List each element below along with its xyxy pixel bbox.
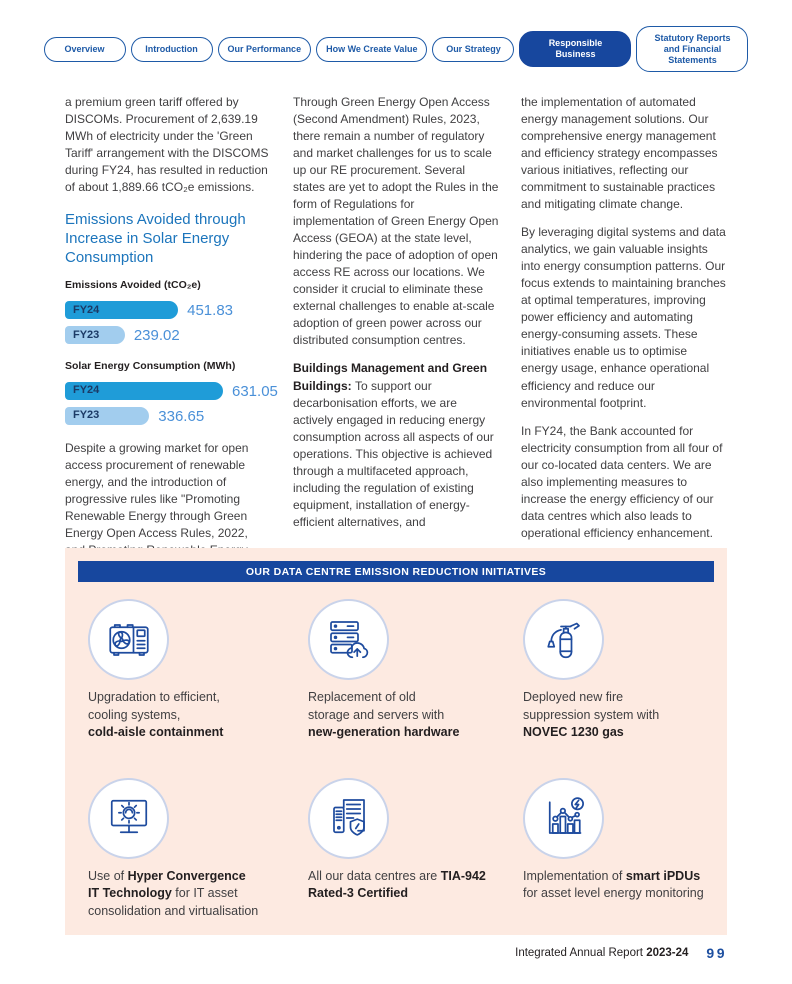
chart-title: Emissions Avoided (tCO₂e) bbox=[65, 279, 201, 292]
report-title-label: Integrated Annual Report bbox=[515, 947, 643, 959]
bold-text: Rated-3 Certified bbox=[308, 886, 409, 900]
initiative-caption: Implementation of smart iPDUs for asset l… bbox=[523, 868, 719, 903]
text: Upgradation to efficient, bbox=[88, 690, 220, 704]
initiative-card: Upgradation to efficient, cooling systems… bbox=[88, 599, 308, 742]
paragraph: the implementation of automated energy m… bbox=[521, 95, 718, 212]
paragraph: Through Green Energy Open Access (Second… bbox=[293, 95, 499, 348]
tab-overview[interactable]: Overview bbox=[43, 36, 126, 62]
monitor-gear-icon bbox=[88, 777, 169, 859]
tab-responsible-business[interactable]: Responsible Business bbox=[519, 31, 632, 67]
text: To support our decarbonisation efforts, … bbox=[293, 378, 494, 529]
solar-energy-consumption-chart: Solar Energy Consumption (MWh) FY24 631.0… bbox=[65, 359, 278, 426]
initiative-caption: Replacement of old storage and servers wi… bbox=[308, 689, 504, 742]
paragraph: By leveraging digital systems and data a… bbox=[521, 225, 726, 410]
initiative-caption: All our data centres are TIA-942 Rated-3 … bbox=[308, 868, 504, 903]
initiative-card: Replacement of old storage and servers wi… bbox=[308, 599, 523, 742]
bold-text: new-generation hardware bbox=[308, 725, 460, 739]
paragraph: Despite a growing market for open access… bbox=[65, 441, 249, 557]
bar-value-label: 239.02 bbox=[133, 326, 180, 344]
page-number: 99 bbox=[706, 945, 727, 961]
bar-value-label: 631.05 bbox=[232, 382, 278, 400]
bar-fy23: FY23 bbox=[65, 407, 150, 426]
text: for asset level energy monitoring bbox=[523, 886, 704, 900]
paragraph: In FY24, the Bank accounted for electric… bbox=[521, 423, 723, 540]
bar-category-label: FY23 bbox=[73, 328, 100, 341]
bar-value-label: 451.83 bbox=[187, 301, 234, 319]
text: for IT asset bbox=[171, 886, 238, 900]
text: suppression system with bbox=[523, 707, 660, 722]
server-cloud-icon bbox=[308, 599, 389, 680]
fire-extinguisher-icon bbox=[523, 599, 604, 680]
bar-fy24: FY24 bbox=[65, 382, 223, 401]
report-title-year: 2023-24 bbox=[646, 947, 689, 959]
text: Use of bbox=[88, 868, 128, 883]
tab-our-strategy[interactable]: Our Strategy bbox=[432, 36, 515, 62]
bar-row-fy23: FY23 239.02 bbox=[65, 326, 271, 345]
initiative-caption: Deployed new fire suppression system with… bbox=[523, 689, 719, 742]
tab-our-performance[interactable]: Our Performance bbox=[217, 36, 312, 62]
bold-text: smart iPDUs bbox=[625, 868, 701, 883]
paragraph: a premium green tariff offered by DISCOM… bbox=[65, 95, 269, 195]
section-heading: Emissions Avoided through Increase in So… bbox=[65, 211, 246, 266]
tab-introduction[interactable]: Introduction bbox=[130, 36, 213, 62]
text: consolidation and virtualisation bbox=[88, 903, 259, 918]
bold-text: TIA-942 bbox=[440, 868, 486, 883]
initiatives-grid: Upgradation to efficient, cooling systems… bbox=[65, 582, 727, 920]
text: Deployed new fire bbox=[523, 690, 624, 704]
paragraph: Buildings Management and Green Buildings… bbox=[293, 360, 499, 530]
emissions-avoided-chart: Emissions Avoided (tCO₂e) FY24 451.83 FY23… bbox=[65, 278, 271, 345]
bar-row-fy24: FY24 451.83 bbox=[65, 301, 271, 320]
bar-row-fy24: FY24 631.05 bbox=[65, 382, 278, 401]
certified-docs-icon bbox=[308, 777, 389, 859]
bar-row-fy23: FY23 336.65 bbox=[65, 407, 271, 426]
initiative-card: Deployed new fire suppression system with… bbox=[523, 599, 727, 742]
data-centre-initiatives-section: OUR DATA CENTRE EMISSION REDUCTION INITI… bbox=[65, 548, 727, 935]
page-footer: Integrated Annual Report 2023-24 99 bbox=[515, 945, 727, 961]
initiatives-banner: OUR DATA CENTRE EMISSION REDUCTION INITI… bbox=[78, 561, 714, 582]
energy-chart-icon bbox=[523, 777, 604, 859]
column-3: the implementation of automated energy m… bbox=[521, 94, 727, 570]
report-title: Integrated Annual Report 2023-24 bbox=[515, 947, 688, 959]
top-nav: Overview Introduction Our Performance How W… bbox=[0, 26, 792, 73]
initiative-card: All our data centres are TIA-942 Rated-3 … bbox=[308, 777, 523, 921]
bold-text: IT Technology bbox=[88, 886, 172, 900]
initiative-card: Use of Hyper Convergence IT Technology fo… bbox=[88, 777, 308, 921]
bar-fy23: FY23 bbox=[65, 326, 125, 345]
bar-fy24: FY24 bbox=[65, 301, 179, 320]
bold-text: cold-aisle containment bbox=[88, 725, 224, 739]
initiative-caption: Upgradation to efficient, cooling systems… bbox=[88, 689, 284, 742]
text: Replacement of old bbox=[308, 690, 416, 704]
text: storage and servers with bbox=[308, 707, 445, 722]
bold-text: Buildings Management and Green Buildings… bbox=[293, 361, 488, 393]
bold-text: Hyper Convergence bbox=[127, 868, 246, 883]
cooling-unit-icon bbox=[88, 599, 169, 680]
initiative-caption: Use of Hyper Convergence IT Technology fo… bbox=[88, 868, 284, 921]
bar-category-label: FY24 bbox=[73, 303, 100, 316]
text: All our data centres are bbox=[308, 868, 441, 883]
text: cooling systems, bbox=[88, 707, 181, 722]
bar-value-label: 336.65 bbox=[158, 407, 205, 425]
bar-category-label: FY23 bbox=[73, 409, 100, 422]
column-1: a premium green tariff offered by DISCOM… bbox=[65, 94, 278, 570]
tab-how-we-create-value[interactable]: How We Create Value bbox=[316, 36, 428, 62]
tab-statutory-reports-and-financial-statements[interactable]: Statutory Reports and Financial Statemen… bbox=[636, 26, 749, 73]
initiative-card: Implementation of smart iPDUs for asset l… bbox=[523, 777, 727, 921]
bar-category-label: FY24 bbox=[73, 384, 100, 397]
column-2: Through Green Energy Open Access (Second… bbox=[293, 94, 499, 570]
chart-title: Solar Energy Consumption (MWh) bbox=[65, 360, 236, 373]
text: Implementation of bbox=[523, 868, 626, 883]
article-columns: a premium green tariff offered by DISCOM… bbox=[65, 94, 727, 570]
bold-text: NOVEC 1230 gas bbox=[523, 725, 624, 739]
